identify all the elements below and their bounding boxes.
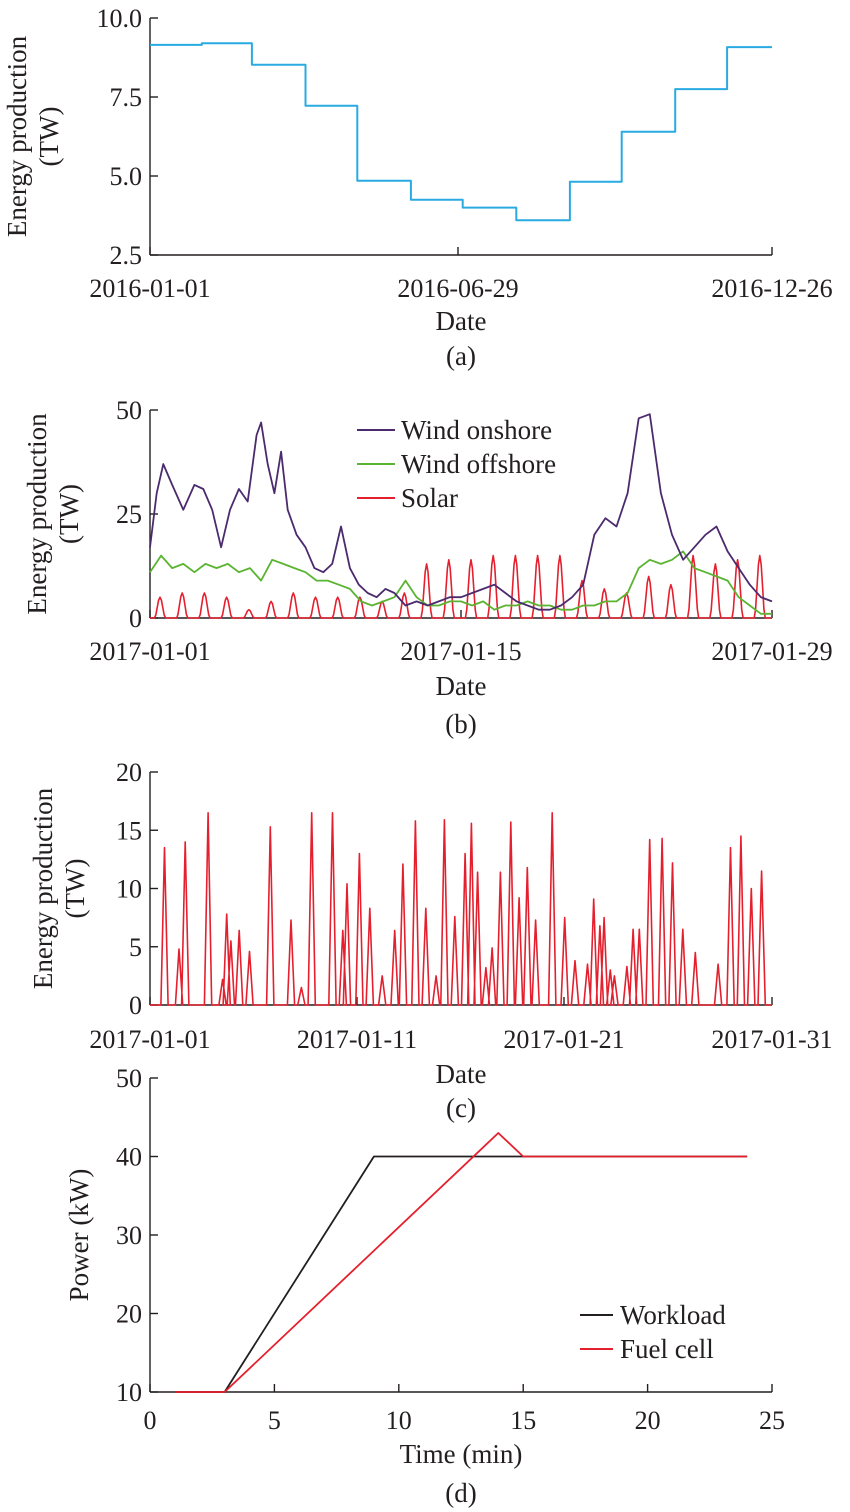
legend-label: Workload bbox=[620, 1300, 726, 1330]
y-tick-label: 0 bbox=[129, 604, 142, 633]
x-tick-label: 2016-12-26 bbox=[711, 274, 832, 303]
x-tick-label: 2017-01-01 bbox=[89, 637, 210, 666]
y-tick-label: 10 bbox=[116, 1378, 142, 1407]
chart-panel-b: 0 25 50 2017-01-01 2017-01-15 2017-01-29 Wind … bbox=[22, 396, 833, 739]
x-tick-label: 10 bbox=[386, 1406, 412, 1435]
legend: Wind onshore Wind offshore Solar bbox=[357, 415, 556, 513]
x-tick-label: 2016-06-29 bbox=[397, 274, 518, 303]
x-tick-label: 5 bbox=[268, 1406, 281, 1435]
y-tick-label: 20 bbox=[116, 758, 142, 787]
series-solar bbox=[150, 811, 772, 1006]
y-tick-label: 0 bbox=[129, 991, 142, 1020]
x-tick-label: 2017-01-31 bbox=[711, 1025, 832, 1054]
x-axis-label: Date bbox=[436, 1059, 487, 1089]
y-tick-label: 15 bbox=[116, 816, 142, 845]
y-axis-label: Energy production bbox=[28, 787, 58, 989]
series-wind-offshore bbox=[149, 550, 772, 615]
x-tick-label: 0 bbox=[144, 1406, 157, 1435]
x-axis-label: Date bbox=[436, 671, 487, 701]
y-tick-label: 40 bbox=[116, 1143, 142, 1172]
legend-label: Fuel cell bbox=[620, 1334, 714, 1364]
x-tick-label: 15 bbox=[510, 1406, 536, 1435]
x-tick-label: 2017-01-15 bbox=[400, 637, 521, 666]
caption: (d) bbox=[445, 1478, 476, 1508]
y-axis-label: (TW) bbox=[54, 484, 84, 544]
legend-label: Wind offshore bbox=[401, 449, 556, 479]
caption: (c) bbox=[446, 1093, 476, 1123]
x-tick-label: 2017-01-29 bbox=[711, 637, 832, 666]
x-axis-label: Date bbox=[436, 306, 487, 336]
y-tick-label: 5.0 bbox=[110, 162, 143, 191]
y-tick-label: 50 bbox=[116, 1064, 142, 1093]
y-axis-label: (TW) bbox=[34, 107, 64, 167]
y-tick-label: 30 bbox=[116, 1221, 142, 1250]
legend-label: Wind onshore bbox=[401, 415, 552, 445]
x-tick-label: 2017-01-11 bbox=[297, 1025, 417, 1054]
x-axis-label: Time (min) bbox=[400, 1439, 523, 1469]
x-tick-label: 2017-01-21 bbox=[503, 1025, 624, 1054]
chart-panel-c: 0 5 10 15 20 2017-01-01 2017-01-11 2017-01-21 20… bbox=[28, 758, 833, 1123]
y-axis-label: (TW) bbox=[60, 859, 90, 919]
y-tick-label: 20 bbox=[116, 1300, 142, 1329]
legend-label: Solar bbox=[401, 483, 458, 513]
y-tick-label: 10.0 bbox=[97, 4, 143, 33]
y-tick-label: 7.5 bbox=[110, 83, 143, 112]
caption: (a) bbox=[446, 341, 476, 371]
x-tick-label: 25 bbox=[759, 1406, 785, 1435]
y-tick-label: 10 bbox=[116, 875, 142, 904]
chart-panel-d: 10 20 30 40 50 0 5 10 15 20 25 Workload Fuel cell Tim… bbox=[64, 1064, 785, 1508]
y-tick-label: 2.5 bbox=[110, 241, 143, 270]
caption: (b) bbox=[445, 709, 476, 739]
y-tick-label: 5 bbox=[129, 933, 142, 962]
x-tick-label: 20 bbox=[635, 1406, 661, 1435]
series-wind-onshore bbox=[149, 413, 773, 611]
y-tick-label: 25 bbox=[116, 500, 142, 529]
legend: Workload Fuel cell bbox=[580, 1300, 726, 1364]
chart-panel-a: 2.5 5.0 7.5 10.0 2016-01-01 2016-06-29 2016-12… bbox=[2, 4, 833, 371]
y-axis-label: Energy production bbox=[22, 413, 52, 615]
series-line bbox=[150, 42, 772, 222]
series-solar bbox=[150, 554, 772, 619]
y-tick-label: 50 bbox=[116, 396, 142, 425]
x-tick-label: 2017-01-01 bbox=[89, 1025, 210, 1054]
y-axis-label: Energy production bbox=[2, 35, 32, 237]
x-tick-label: 2016-01-01 bbox=[89, 274, 210, 303]
series-fuel-cell bbox=[174, 1132, 748, 1393]
y-axis-label: Power (kW) bbox=[64, 1169, 94, 1302]
